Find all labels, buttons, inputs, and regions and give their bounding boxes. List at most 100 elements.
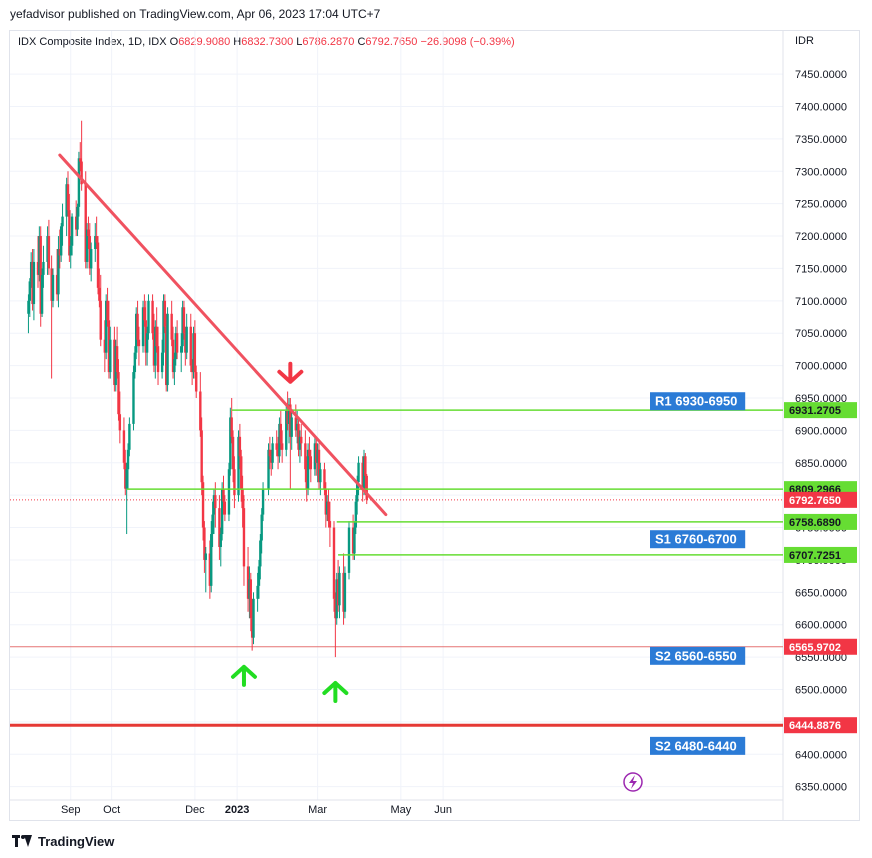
candle-body bbox=[190, 365, 194, 373]
candle-body bbox=[218, 508, 221, 547]
candle-body bbox=[271, 443, 274, 463]
candle-body bbox=[95, 236, 98, 243]
candle-body bbox=[144, 320, 147, 353]
arrow-up-icon bbox=[322, 681, 349, 704]
candle-body bbox=[362, 456, 366, 489]
low-label: L bbox=[296, 36, 303, 48]
candle-body bbox=[185, 326, 188, 353]
candle-body bbox=[231, 436, 235, 470]
candle-body bbox=[94, 236, 97, 249]
candle-body bbox=[175, 333, 179, 353]
tradingview-logo-icon[interactable] bbox=[12, 835, 32, 847]
y-tick-label: 7350.0000 bbox=[795, 134, 847, 146]
currency-label: IDR bbox=[795, 35, 814, 47]
publisher-line: yefadvisor published on TradingView.com,… bbox=[10, 7, 381, 21]
chart-frame bbox=[9, 30, 860, 821]
candle-body bbox=[347, 527, 351, 573]
candle-body bbox=[316, 449, 319, 463]
candle-body bbox=[165, 326, 168, 386]
symbol-name[interactable]: IDX Composite Index, 1D, IDX bbox=[18, 36, 167, 48]
candle-body bbox=[135, 313, 138, 353]
price-axis-label: 6707.7251 bbox=[784, 546, 857, 563]
candle-body bbox=[85, 229, 89, 262]
candle-body bbox=[76, 206, 79, 230]
candle-body bbox=[317, 449, 321, 483]
candle-body bbox=[304, 443, 307, 470]
candle-body bbox=[287, 404, 291, 424]
candle-body bbox=[28, 281, 32, 301]
svg-text:6758.6890: 6758.6890 bbox=[789, 517, 841, 529]
candle-body bbox=[166, 313, 169, 386]
candle-body bbox=[115, 346, 119, 373]
candle-body bbox=[300, 436, 303, 444]
y-tick-label: 6550.0000 bbox=[795, 652, 847, 664]
candle-body bbox=[338, 572, 341, 606]
candle-body bbox=[104, 300, 108, 353]
candle-body bbox=[240, 456, 243, 489]
candle-body bbox=[325, 501, 329, 515]
lightning-bolt-icon[interactable] bbox=[623, 772, 643, 792]
footer-brand[interactable]: TradingView bbox=[38, 833, 115, 849]
candle-body bbox=[241, 488, 244, 509]
candle-body bbox=[46, 236, 49, 262]
candle-body bbox=[260, 514, 263, 541]
candle-body bbox=[334, 598, 337, 619]
candle-body bbox=[355, 482, 359, 502]
candle-body bbox=[125, 469, 128, 489]
y-tick-label: 7250.0000 bbox=[795, 199, 847, 211]
candle-body bbox=[89, 248, 93, 269]
candle-body bbox=[354, 501, 358, 528]
candle-body bbox=[256, 585, 259, 599]
candle-body bbox=[285, 410, 288, 450]
arrow-down-icon bbox=[277, 361, 304, 384]
candle-body bbox=[252, 598, 255, 638]
candle-body bbox=[180, 346, 183, 353]
candle-body bbox=[229, 417, 232, 470]
candle-body bbox=[336, 579, 340, 606]
candle-body bbox=[29, 261, 33, 282]
close-value: 6792.7650 bbox=[365, 36, 418, 48]
candle-body bbox=[305, 469, 308, 489]
candle-body bbox=[117, 372, 120, 415]
candle-body bbox=[308, 449, 311, 457]
y-tick-label: 6400.0000 bbox=[795, 749, 847, 761]
x-tick-label: Dec bbox=[185, 804, 205, 816]
candle-body bbox=[70, 216, 74, 246]
candle-body bbox=[122, 430, 126, 463]
y-tick-label: 6950.0000 bbox=[795, 393, 847, 405]
candle-body bbox=[280, 443, 284, 450]
candle-body bbox=[152, 333, 156, 366]
candle-body bbox=[220, 488, 224, 535]
candle-body bbox=[38, 236, 41, 275]
candle-body bbox=[357, 462, 360, 483]
candle-body bbox=[103, 339, 107, 353]
footer: TradingView bbox=[12, 832, 114, 850]
y-tick-label: 6350.0000 bbox=[795, 782, 847, 794]
candle-body bbox=[193, 333, 197, 373]
candle-body bbox=[203, 527, 206, 560]
candle-body bbox=[238, 436, 242, 457]
svg-text:S2 6480-6440: S2 6480-6440 bbox=[655, 738, 737, 753]
candle-body bbox=[343, 572, 347, 612]
candle-body bbox=[124, 462, 127, 489]
svg-text:R1 6930-6950: R1 6930-6950 bbox=[655, 394, 737, 409]
x-tick-label: May bbox=[390, 804, 411, 816]
candle-body bbox=[59, 226, 63, 256]
candle-body bbox=[342, 572, 345, 612]
candle-body bbox=[208, 553, 212, 586]
candle-body bbox=[69, 245, 72, 256]
candle-body bbox=[327, 501, 330, 522]
candle-body bbox=[204, 553, 207, 560]
candle-body bbox=[66, 184, 70, 211]
candle-body bbox=[98, 287, 101, 301]
y-tick-label: 6850.0000 bbox=[795, 458, 847, 470]
candle-body bbox=[51, 274, 55, 301]
change-value: −26.9098 (−0.39%) bbox=[420, 36, 515, 48]
zone-label: S1 6760-6700 bbox=[650, 530, 746, 549]
candle-body bbox=[155, 326, 158, 347]
candle-body bbox=[286, 410, 289, 424]
candle-body bbox=[109, 339, 112, 373]
y-tick-label: 7400.0000 bbox=[795, 101, 847, 113]
candle-body bbox=[223, 501, 227, 515]
